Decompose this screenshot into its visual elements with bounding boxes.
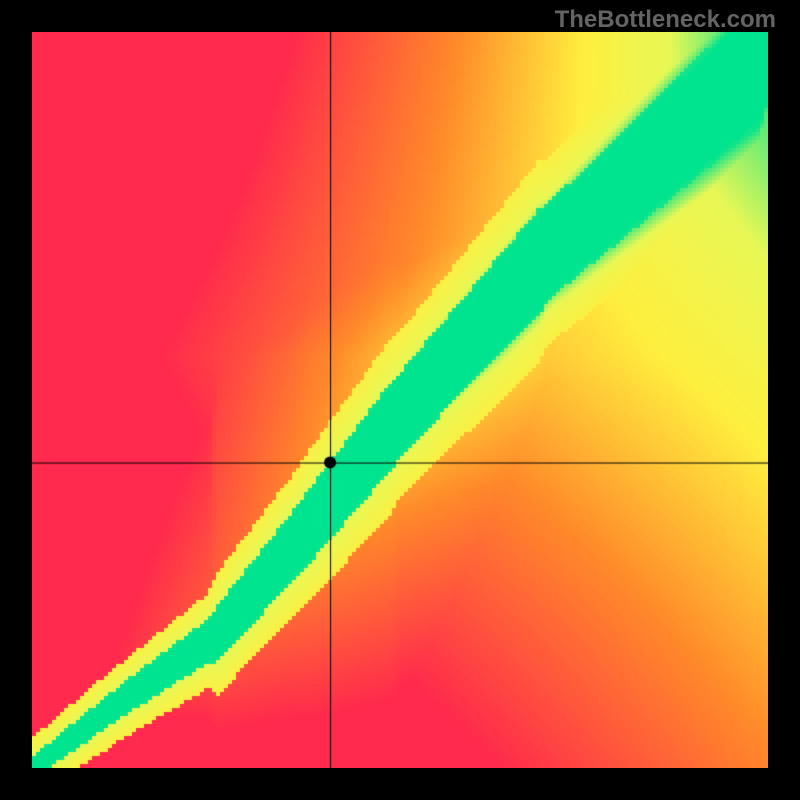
heatmap-canvas	[32, 32, 768, 768]
watermark-text: TheBottleneck.com	[555, 6, 776, 34]
chart-container: TheBottleneck.com	[0, 0, 800, 800]
plot-area	[32, 32, 768, 768]
